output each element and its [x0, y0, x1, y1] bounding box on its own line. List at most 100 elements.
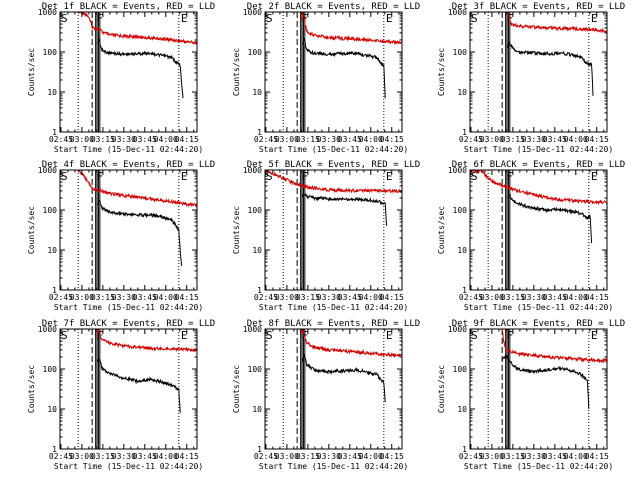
x-tick-label: 03:15	[91, 293, 115, 302]
plot-frame	[469, 11, 608, 133]
lld-series-line	[77, 170, 197, 208]
x-tick-label: 03:00	[480, 135, 504, 144]
start-marker-label: S	[266, 329, 273, 342]
y-tick-label: 1	[257, 128, 262, 137]
y-tick-label: 10	[47, 246, 57, 255]
x-tick-label: 03:45	[133, 452, 157, 461]
y-tick-label: 100	[43, 365, 58, 374]
x-tick-label: 04:00	[359, 293, 383, 302]
plot-frame	[264, 169, 403, 291]
flare-marker-label: F	[302, 329, 309, 342]
x-tick-label: 04:15	[380, 452, 404, 461]
y-tick-label: 1000	[448, 166, 467, 175]
start-marker-label: S	[61, 170, 68, 183]
y-tick-label: 1	[257, 445, 262, 454]
lld-series-line	[501, 329, 607, 364]
y-tick-label: 1	[52, 445, 57, 454]
y-tick-label: 1	[257, 286, 262, 295]
y-tick-label: 1000	[38, 166, 57, 175]
y-axis-label: Counts/sec	[27, 206, 36, 254]
end-marker-label: E	[181, 12, 188, 25]
panel-title: Det 7f BLACK = Events, RED = LLD	[42, 319, 215, 329]
x-tick-label: 03:30	[112, 135, 136, 144]
x-tick-label: 03:30	[522, 135, 546, 144]
x-axis-label: Start Time (15-Dec-11 02:44:20)	[464, 145, 613, 154]
y-tick-label: 10	[252, 405, 262, 414]
y-tick-label: 1	[462, 445, 467, 454]
y-tick-label: 100	[43, 48, 58, 57]
lld-series-line	[77, 12, 197, 45]
plot-frame	[59, 169, 198, 291]
x-tick-label: 04:00	[564, 135, 588, 144]
x-axis-label: Start Time (15-Dec-11 02:44:20)	[54, 145, 203, 154]
lld-series-line	[506, 12, 607, 34]
start-marker-label: S	[471, 329, 478, 342]
plot-frame	[59, 328, 198, 450]
x-tick-label: 04:15	[585, 135, 609, 144]
y-tick-label: 100	[43, 206, 58, 215]
x-tick-label: 03:45	[543, 452, 567, 461]
x-tick-label: 03:15	[501, 452, 525, 461]
y-axis-label: Counts/sec	[437, 365, 446, 413]
y-tick-label: 1000	[38, 8, 57, 17]
plot-frame	[469, 169, 608, 291]
x-tick-label: 03:45	[338, 135, 362, 144]
x-tick-label: 03:00	[275, 135, 299, 144]
y-tick-label: 10	[457, 88, 467, 97]
flare-marker-label: F	[507, 329, 514, 342]
events-series-line	[302, 37, 386, 99]
end-marker-label: E	[181, 170, 188, 183]
end-marker-label: E	[591, 329, 598, 342]
lld-series-line	[95, 329, 197, 353]
x-tick-label: 04:15	[175, 135, 199, 144]
x-tick-label: 03:15	[501, 293, 525, 302]
y-tick-label: 1	[52, 128, 57, 137]
x-tick-label: 03:15	[296, 452, 320, 461]
events-series-line	[97, 38, 184, 99]
panel-title: Det 3f BLACK = Events, RED = LLD	[452, 2, 625, 12]
x-tick-label: 04:15	[380, 135, 404, 144]
events-series-line	[507, 192, 593, 244]
panel-title: Det 1f BLACK = Events, RED = LLD	[42, 2, 215, 12]
x-tick-label: 03:15	[296, 135, 320, 144]
y-axis-label: Counts/sec	[437, 48, 446, 96]
x-tick-label: 03:30	[112, 293, 136, 302]
flare-marker-label: F	[97, 170, 104, 183]
y-tick-label: 10	[252, 246, 262, 255]
x-tick-label: 03:15	[91, 452, 115, 461]
events-series-line	[501, 353, 590, 410]
y-axis-label: Counts/sec	[437, 206, 446, 254]
x-tick-label: 03:30	[317, 452, 341, 461]
events-series-line	[97, 199, 183, 266]
x-tick-label: 03:00	[70, 452, 94, 461]
y-tick-label: 1000	[243, 8, 262, 17]
y-tick-label: 10	[47, 405, 57, 414]
x-axis-label: Start Time (15-Dec-11 02:44:20)	[259, 303, 408, 312]
x-tick-label: 03:45	[133, 135, 157, 144]
start-marker-label: S	[471, 12, 478, 25]
y-tick-label: 100	[453, 206, 468, 215]
lld-series-line	[470, 170, 607, 206]
plot-frame	[264, 328, 403, 450]
x-tick-label: 03:00	[480, 452, 504, 461]
x-tick-label: 02:45	[254, 452, 278, 461]
end-marker-label: E	[591, 170, 598, 183]
x-axis-label: Start Time (15-Dec-11 02:44:20)	[54, 303, 203, 312]
y-tick-label: 10	[252, 88, 262, 97]
y-tick-label: 100	[248, 365, 263, 374]
panel-title: Det 2f BLACK = Events, RED = LLD	[247, 2, 420, 12]
plot-frame	[469, 328, 608, 450]
x-tick-label: 04:15	[585, 293, 609, 302]
y-tick-label: 100	[453, 48, 468, 57]
y-axis-label: Counts/sec	[27, 365, 36, 413]
y-axis-label: Counts/sec	[27, 48, 36, 96]
events-series-line	[302, 193, 388, 226]
x-tick-label: 02:45	[49, 452, 73, 461]
y-tick-label: 1	[462, 128, 467, 137]
end-marker-label: E	[181, 329, 188, 342]
end-marker-label: E	[386, 329, 393, 342]
